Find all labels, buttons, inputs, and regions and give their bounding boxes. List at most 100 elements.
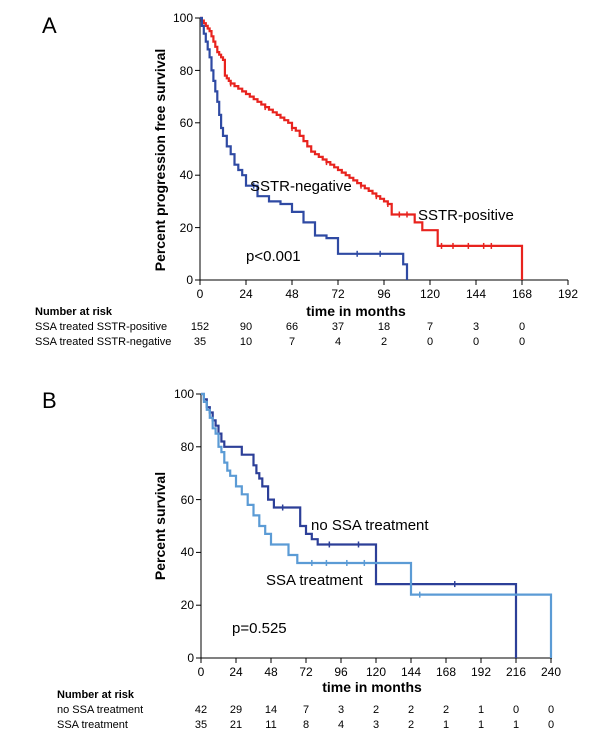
panel-a-risk-value: 66 bbox=[286, 321, 298, 333]
panel-b-risk-value: 8 bbox=[303, 719, 309, 731]
panel-a-y-ticks: 0 20 40 60 80 100 bbox=[173, 11, 200, 287]
panel-a-y-axis-label: Percent progression free survival bbox=[152, 49, 168, 272]
panel-b-x-ticks: 0 24 48 72 96 120 144 168 192 216 240 bbox=[198, 658, 561, 679]
panel-a-y-tick-label: 20 bbox=[180, 221, 194, 235]
panel-b-risk-value: 3 bbox=[373, 719, 379, 731]
panel-a-x-tick-label: 48 bbox=[285, 287, 299, 301]
panel-a-x-tick-label: 192 bbox=[558, 287, 578, 301]
panel-b-risk-value: 2 bbox=[408, 719, 414, 731]
panel-b-x-tick-label: 216 bbox=[506, 665, 526, 679]
panel-a-risk-value: 0 bbox=[427, 336, 433, 348]
panel-b-risk-value: 2 bbox=[443, 704, 449, 716]
panel-b-y-tick-label: 20 bbox=[181, 598, 195, 612]
panel-a-risk-value: 37 bbox=[332, 321, 344, 333]
panel-a-label-sstr-negative: SSTR-negative bbox=[250, 178, 352, 195]
panel-b-risk-value: 3 bbox=[338, 704, 344, 716]
panel-b-risk-row-label: SSA treatment bbox=[57, 719, 128, 731]
panel-b-x-tick-label: 24 bbox=[229, 665, 243, 679]
panel-a-risk-value: 0 bbox=[519, 336, 525, 348]
panel-a: A Percent progression free survival time… bbox=[35, 11, 578, 348]
panel-a-x-tick-label: 0 bbox=[197, 287, 204, 301]
panel-b-risk-value: 42 bbox=[195, 704, 207, 716]
panel-b-risk-value: 0 bbox=[548, 719, 554, 731]
panel-a-y-tick-label: 60 bbox=[180, 116, 194, 130]
panel-b-risk-row-label: no SSA treatment bbox=[57, 704, 143, 716]
panel-b-x-tick-label: 72 bbox=[299, 665, 313, 679]
panel-b-risk-values: 42 29 14 7 3 2 2 2 1 0 035 21 11 8 4 3 2 1 1 1 0 bbox=[195, 704, 554, 731]
panel-b: B Percent survival time in months 0 20 4… bbox=[42, 387, 561, 731]
panel-b-y-ticks: 0 20 40 60 80 100 bbox=[174, 387, 201, 665]
panel-a-label-sstr-positive: SSTR-positive bbox=[418, 207, 514, 224]
panel-b-p-value: p=0.525 bbox=[232, 620, 287, 637]
panel-b-x-tick-label: 48 bbox=[264, 665, 278, 679]
panel-a-x-tick-label: 120 bbox=[420, 287, 440, 301]
panel-b-y-tick-label: 80 bbox=[181, 440, 195, 454]
panel-b-risk-value: 2 bbox=[408, 704, 414, 716]
panel-b-y-tick-label: 100 bbox=[174, 387, 194, 401]
panel-a-risk-row-label: SSA treated SSTR-positive bbox=[35, 321, 167, 333]
panel-b-risk-value: 0 bbox=[513, 704, 519, 716]
panel-b-risk-value: 29 bbox=[230, 704, 242, 716]
panel-a-risk-values: 152 90 66 37 18 7 3 0 35 10 7 4 2 0 0 0 bbox=[191, 321, 525, 348]
panel-a-x-axis-label: time in months bbox=[306, 303, 406, 319]
panel-a-risk-value: 3 bbox=[473, 321, 479, 333]
panel-a-risk-row-label: SSA treated SSTR-negative bbox=[35, 336, 171, 348]
panel-b-risk-value: 21 bbox=[230, 719, 242, 731]
panel-b-risk-value: 1 bbox=[443, 719, 449, 731]
panel-b-label-no-ssa: no SSA treatment bbox=[311, 517, 429, 534]
panel-b-x-tick-label: 120 bbox=[366, 665, 386, 679]
panel-b-risk-value: 11 bbox=[265, 719, 276, 731]
panel-a-risk-title: Number at risk bbox=[35, 306, 113, 318]
panel-b-curves bbox=[201, 392, 553, 658]
panel-b-x-axis-label: time in months bbox=[322, 679, 422, 695]
panel-a-x-tick-label: 144 bbox=[466, 287, 486, 301]
panel-b-risk-value: 35 bbox=[195, 719, 207, 731]
panel-a-risk-value: 4 bbox=[335, 336, 341, 348]
panel-b-x-tick-label: 192 bbox=[471, 665, 491, 679]
panel-a-curves bbox=[200, 16, 524, 280]
panel-b-series-line-1 bbox=[201, 392, 553, 658]
panel-b-risk-value: 1 bbox=[513, 719, 519, 731]
panel-a-risk-value: 0 bbox=[519, 321, 525, 333]
panel-a-risk-value: 90 bbox=[240, 321, 252, 333]
panel-a-y-tick-label: 80 bbox=[180, 64, 194, 78]
panel-a-y-tick-label: 40 bbox=[180, 168, 194, 182]
panel-b-y-tick-label: 0 bbox=[187, 651, 194, 665]
panel-a-series-line-1 bbox=[200, 16, 409, 280]
panel-b-risk-value: 0 bbox=[548, 704, 554, 716]
panel-b-risk-value: 7 bbox=[303, 704, 309, 716]
panel-b-risk-value: 1 bbox=[478, 719, 484, 731]
panel-b-x-tick-label: 0 bbox=[198, 665, 205, 679]
panel-a-x-tick-label: 96 bbox=[377, 287, 391, 301]
panel-a-risk-value: 152 bbox=[191, 321, 209, 333]
panel-b-x-tick-label: 240 bbox=[541, 665, 561, 679]
panel-b-x-tick-label: 96 bbox=[334, 665, 348, 679]
panel-b-risk-value: 14 bbox=[265, 704, 277, 716]
panel-a-risk-value: 2 bbox=[381, 336, 387, 348]
panel-a-risk-value: 35 bbox=[194, 336, 206, 348]
panel-a-x-tick-label: 168 bbox=[512, 287, 532, 301]
panel-b-x-tick-label: 144 bbox=[401, 665, 421, 679]
panel-b-risk-value: 1 bbox=[478, 704, 484, 716]
panel-b-y-tick-label: 40 bbox=[181, 545, 195, 559]
panel-a-risk-value: 10 bbox=[240, 336, 252, 348]
panel-a-y-tick-label: 0 bbox=[186, 273, 193, 287]
panel-b-x-tick-label: 168 bbox=[436, 665, 456, 679]
panel-a-letter: A bbox=[42, 13, 57, 38]
panel-a-x-tick-label: 24 bbox=[239, 287, 253, 301]
panel-b-risk-title: Number at risk bbox=[57, 689, 135, 701]
panel-b-label-ssa: SSA treatment bbox=[266, 572, 364, 589]
panel-a-series-line-0 bbox=[200, 16, 524, 280]
panel-b-y-axis-label: Percent survival bbox=[152, 472, 168, 580]
panel-a-y-tick-label: 100 bbox=[173, 11, 193, 25]
panel-b-y-tick-label: 60 bbox=[181, 493, 195, 507]
panel-a-p-value: p<0.001 bbox=[246, 248, 301, 265]
panel-a-risk-value: 7 bbox=[427, 321, 433, 333]
panel-b-risk-value: 2 bbox=[373, 704, 379, 716]
panel-a-x-tick-label: 72 bbox=[331, 287, 345, 301]
panel-a-risk-value: 7 bbox=[289, 336, 295, 348]
panel-a-risk-value: 0 bbox=[473, 336, 479, 348]
panel-a-risk-value: 18 bbox=[378, 321, 390, 333]
panel-b-letter: B bbox=[42, 388, 57, 413]
